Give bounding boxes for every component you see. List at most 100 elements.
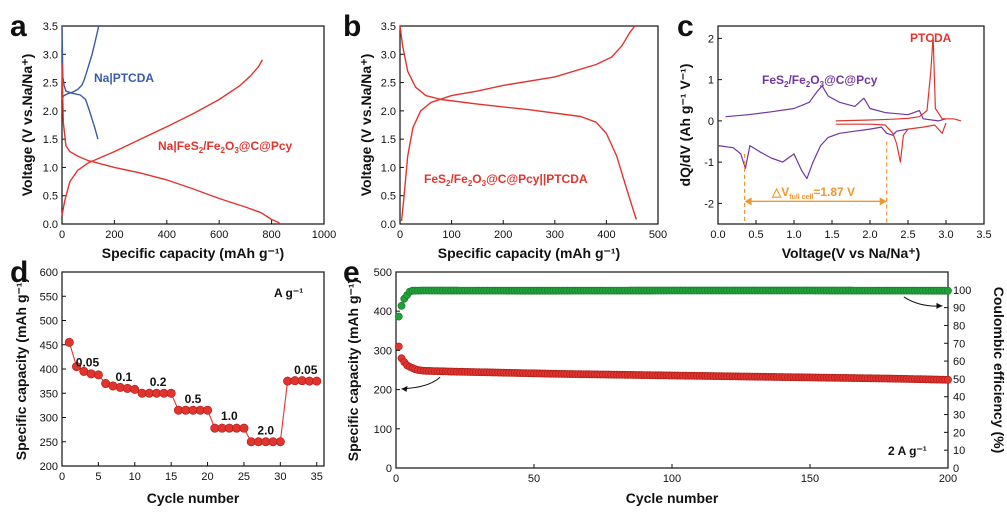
panel-a-ytick-label-5: 2.5 [43, 78, 58, 90]
panel-e-ytick-label-0: 0 [386, 463, 392, 475]
panel-a: Specific capacity (mAh g⁻¹) Voltage (V v… [19, 21, 336, 261]
panel-d-unit-label: A g⁻¹ [274, 286, 303, 300]
panel-letter-b: b [343, 10, 361, 43]
panel-e-ytick-label-4: 400 [374, 306, 392, 318]
panel-e-y2tick-label-2: 20 [953, 427, 965, 439]
panel-d-point-34 [312, 376, 322, 386]
panel-a-xtick-label-0: 0 [59, 229, 65, 241]
panel-a-xtick-label-1: 200 [105, 229, 123, 241]
panel-a-xtick-label-4: 800 [262, 229, 280, 241]
panel-e-ytick-label-1: 100 [374, 424, 392, 436]
panel-e-xtick-label-2: 100 [663, 473, 681, 485]
panel-e-y2tick-label-4: 40 [953, 392, 965, 404]
panel-e-y2tick-label-3: 30 [953, 410, 965, 422]
panel-c-xtick-label-5: 2.5 [900, 229, 915, 241]
panel-a-series-1-line [61, 25, 100, 100]
panel-b: Specific capacity (mAh g⁻¹) Voltage (V v… [358, 21, 667, 261]
panel-e-xlabel: Cycle number [626, 490, 719, 506]
panel-a-xtick-label-2: 400 [158, 229, 176, 241]
panel-e-ytick-label-3: 300 [374, 345, 392, 357]
panel-a-ytick-label-3: 1.5 [43, 134, 58, 146]
panel-d-rate-label-6: 0.05 [294, 363, 318, 377]
panel-e-rate-label: 2 A g⁻¹ [888, 444, 927, 458]
panel-letter-d: d [10, 256, 28, 289]
panel-a-ytick-label-4: 2.0 [43, 106, 58, 118]
panel-b-ytick-label-1: 0.5 [381, 191, 396, 203]
panel-d-point-9 [130, 384, 140, 394]
panel-c-ytick-label-3: 1 [708, 75, 714, 87]
panel-b-ytick-label-3: 1.5 [381, 134, 396, 146]
panel-c-xlabel: Voltage(V vs Na/Na⁺) [782, 245, 921, 261]
panel-b-xtick-label-1: 100 [442, 229, 460, 241]
panel-c-xtick-label-2: 1.0 [786, 229, 801, 241]
panel-d-ytick-label-8: 600 [40, 267, 58, 279]
panel-letter-e: e [343, 256, 360, 289]
panel-e-ce-point-2 [397, 301, 406, 310]
panel-e-capacity-point-1 [394, 342, 403, 351]
panel-a-ytick-label-7: 3.5 [43, 21, 58, 33]
panel-c-ytick-label-2: 0 [708, 116, 714, 128]
panel-d-rate-label-3: 0.5 [185, 392, 202, 406]
panel-d-xtick-label-7: 35 [311, 471, 323, 483]
panel-c-xtick-label-0: 0.0 [710, 229, 725, 241]
panel-b-ylabel: Voltage (V vs.Na/Na⁺) [358, 54, 374, 197]
panel-d-ytick-label-7: 550 [40, 291, 58, 303]
panel-d-xtick-label-0: 0 [59, 471, 65, 483]
panel-d-ylabel: Specific capacity (mAh g⁻¹) [13, 278, 29, 460]
panel-e-xtick-label-1: 50 [528, 473, 540, 485]
panel-a-frame [61, 25, 325, 225]
panel-c-series-0-line [725, 85, 947, 122]
panel-b-ytick-label-7: 3.5 [381, 21, 396, 33]
panel-b-ytick-label-6: 3.0 [381, 49, 396, 61]
panel-b-ytick-label-4: 2.0 [381, 106, 396, 118]
panel-e-ce-point-1 [394, 312, 403, 321]
panel-a-annotation-ptcda: Na|PTCDA [94, 71, 154, 85]
panel-d-rate-label-1: 0.1 [116, 370, 133, 384]
panel-e-xtick-label-4: 200 [939, 473, 957, 485]
panel-d-ytick-label-5: 450 [40, 340, 58, 352]
panel-b-xtick-label-3: 300 [546, 229, 564, 241]
panel-d-frame [61, 271, 325, 467]
panel-b-series-1-line [400, 25, 636, 222]
panel-letter-c: c [677, 10, 694, 43]
panel-c-ytick-label-1: -1 [704, 157, 714, 169]
panel-d-ytick-label-3: 350 [40, 388, 58, 400]
panel-e-y2tick-label-0: 0 [953, 463, 959, 475]
panel-b-xtick-label-0: 0 [397, 229, 403, 241]
panel-c-xtick-label-1: 0.5 [748, 229, 763, 241]
panel-c-xtick-label-7: 3.5 [976, 229, 991, 241]
panel-c-ylabel: dQ/dV (Ah g⁻¹ V⁻¹) [677, 64, 693, 187]
panel-a-ytick-label-0: 0.0 [43, 219, 58, 231]
panel-e-y2tick-label-5: 50 [953, 374, 965, 386]
panel-d-point-0 [64, 337, 74, 347]
panel-a-ytick-label-1: 0.5 [43, 191, 58, 203]
panel-a-series-3-line [61, 59, 264, 216]
panel-d-xtick-label-6: 30 [274, 471, 286, 483]
panel-e-y2tick-label-7: 70 [953, 338, 965, 350]
panel-b-ytick-label-2: 1.0 [381, 162, 396, 174]
panel-c-xtick-label-4: 2.0 [862, 229, 877, 241]
panel-d-rate-label-4: 1.0 [221, 409, 238, 423]
panel-d-point-19 [203, 405, 213, 415]
panel-d-xtick-label-1: 5 [95, 471, 101, 483]
panel-d-xtick-label-3: 15 [165, 471, 177, 483]
panel-c-annotation-deltav: △Vfull cell=1.87 V [771, 185, 855, 201]
panel-e-y2tick-label-6: 60 [953, 356, 965, 368]
panel-a-xtick-label-5: 1000 [312, 229, 336, 241]
panel-e-capacity-arrow [401, 376, 441, 390]
panel-b-xlabel: Specific capacity (mAh g⁻¹) [438, 245, 620, 261]
panel-b-ytick-label-5: 2.5 [381, 78, 396, 90]
panel-c-series-2-line [835, 35, 962, 122]
panel-c: Voltage(V vs Na/Na⁺) dQ/dV (Ah g⁻¹ V⁻¹) … [677, 25, 992, 261]
panel-c-frame [717, 25, 985, 225]
panel-d-xtick-label-4: 20 [201, 471, 213, 483]
panel-c-xtick-label-3: 1.5 [824, 229, 839, 241]
panel-d-xtick-label-5: 25 [238, 471, 250, 483]
panel-e-capacity-arrowhead [401, 385, 408, 392]
panel-c-annotation-ptcda: PTCDA [910, 31, 952, 45]
panel-a-ytick-label-6: 3.0 [43, 49, 58, 61]
panel-b-series-0-line [399, 25, 637, 220]
panel-b-annotation: FeS2/Fe2O3@C@Pcy||PTCDA [424, 172, 588, 188]
panel-b-frame [399, 25, 659, 225]
panel-d-ytick-label-2: 300 [40, 413, 58, 425]
